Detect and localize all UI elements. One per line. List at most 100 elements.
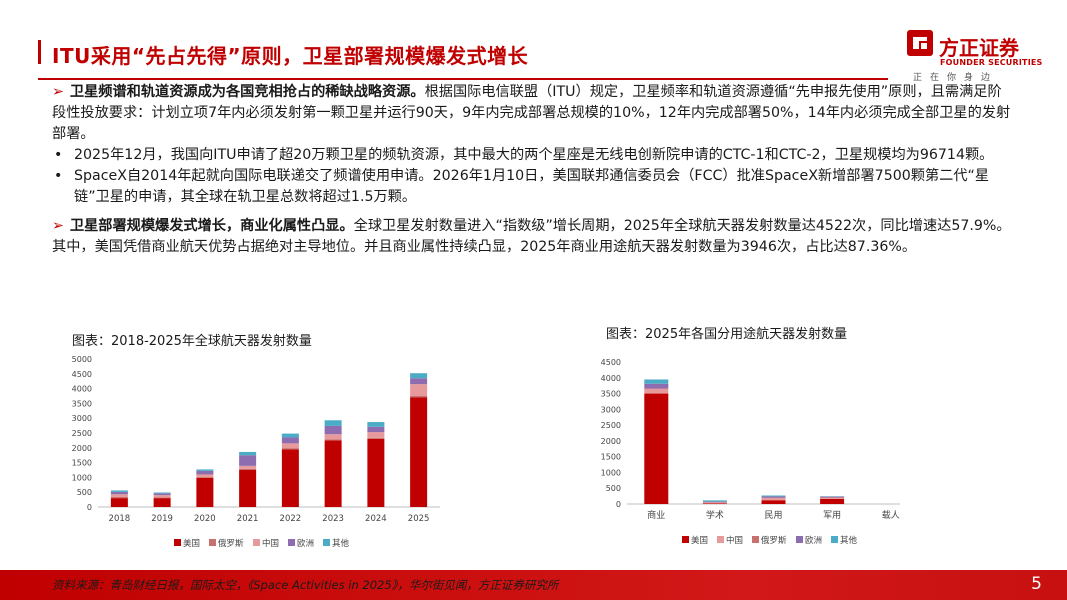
x-tick-label: 2023 — [322, 514, 344, 524]
legend-label: 其他 — [840, 535, 858, 546]
paragraph-2-text: 全球卫星发射数量进入“指数级”增长周期，2025年全球航天器发射数量达4522次… — [52, 218, 1011, 255]
x-tick-label: 2024 — [365, 514, 387, 524]
bar-segment — [324, 425, 342, 435]
page-number: 5 — [1031, 574, 1042, 594]
legend-swatch — [253, 539, 260, 546]
bar-segment — [410, 384, 428, 396]
bar-segment — [702, 503, 727, 504]
x-tick-label: 2022 — [280, 514, 302, 524]
footer-bar: 资料来源：青岛财经日报，国际太空，《Space Activities in 20… — [0, 570, 1067, 600]
y-tick-label: 500 — [606, 484, 621, 493]
bar-segment — [110, 494, 128, 497]
arrow-bullet-icon: ➢ — [52, 218, 64, 234]
bar-segment — [281, 433, 299, 438]
bar-segment — [110, 490, 128, 492]
x-tick-label: 2018 — [109, 514, 131, 524]
y-tick-label: 4500 — [601, 358, 621, 367]
bullet-dot-icon: • — [54, 168, 63, 184]
bar-segment — [761, 496, 786, 498]
title-bar: ITU采用“先占先得”原则，卫星部署规模爆发式增长 — [0, 0, 1067, 80]
bar-segment — [820, 496, 845, 498]
y-tick-label: 4000 — [72, 385, 92, 394]
y-tick-label: 2500 — [72, 429, 92, 438]
logo-mark-icon — [907, 30, 933, 56]
y-tick-label: 1000 — [72, 473, 92, 482]
legend-swatch — [174, 539, 181, 546]
x-tick-label: 商业 — [647, 509, 665, 521]
bar-segment — [196, 474, 214, 478]
bar-segment — [324, 434, 342, 440]
bar-segment — [196, 477, 214, 478]
chart-1-title: 图表：2018-2025年全球航天器发射数量 — [72, 334, 312, 349]
bar-segment — [281, 448, 299, 450]
legend-swatch — [288, 539, 295, 546]
bar-segment — [324, 440, 342, 507]
bar-segment — [239, 455, 257, 466]
bar-segment — [702, 500, 727, 502]
legend-label: 其他 — [332, 538, 350, 549]
x-tick-label: 2019 — [151, 514, 173, 524]
title-accent — [38, 40, 41, 64]
bar-segment — [324, 439, 342, 441]
bar-segment — [239, 465, 257, 469]
x-tick-label: 载人 — [882, 509, 900, 521]
bar-segment — [761, 495, 786, 497]
bullet-dot-icon: • — [54, 147, 63, 163]
y-tick-label: 3000 — [601, 405, 621, 414]
bar-segment — [281, 443, 299, 449]
bar-segment — [196, 477, 214, 507]
paragraph-1-text: 根据国际电信联盟（ITU）规定，卫星频率和轨道资源遵循“先申报先使用”原则，且需… — [52, 84, 1011, 142]
bar-segment — [153, 492, 171, 494]
bar-segment — [644, 393, 669, 504]
bar-segment — [702, 501, 727, 503]
legend-swatch — [831, 536, 838, 543]
bar-segment — [820, 498, 845, 499]
chart-launches-by-purpose: 0 500 1000 1500 2000 2500 3000 3500 4000 4500 商业 学术… — [601, 358, 900, 546]
y-tick-label: 500 — [77, 488, 92, 497]
legend-label: 中国 — [262, 538, 279, 549]
logo-english-name: FOUNDER SECURITIES — [940, 58, 1043, 67]
bar-segment — [110, 496, 128, 499]
bar-segment — [110, 491, 128, 495]
bar-segment — [110, 498, 128, 507]
bar-segment — [644, 383, 669, 389]
bar-segment — [153, 498, 171, 507]
y-tick-label: 2500 — [601, 421, 621, 430]
bar-segment — [367, 438, 385, 507]
y-tick-label: 1000 — [601, 468, 621, 477]
bullet-item-1-text: 2025年12月，我国向ITU申请了超20万颗卫星的频轨资源，其中最大的两个星座… — [74, 147, 994, 163]
paragraph-1-lead: 卫星频谱和轨道资源成为各国竞相抢占的稀缺战略资源。 — [69, 84, 425, 100]
bar-segment — [153, 495, 171, 498]
y-tick-label: 0 — [87, 503, 92, 512]
paragraph-2-lead: 卫星部署规模爆发式增长，商业化属性凸显。 — [69, 218, 354, 234]
bar-segment — [702, 502, 727, 504]
bar-segment — [324, 420, 342, 426]
legend-swatch — [752, 536, 759, 543]
legend-label: 俄罗斯 — [761, 535, 787, 546]
bar-segment — [761, 498, 786, 501]
footer-source: 资料来源：青岛财经日报，国际太空，《Space Activities in 20… — [52, 578, 559, 592]
slide-title: ITU采用“先占先得”原则，卫星部署规模爆发式增长 — [52, 44, 529, 68]
bar-segment — [410, 378, 428, 385]
bullet-item-2-text: SpaceX自2014年起就向国际电联递交了频谱使用申请。2026年1月10日，… — [74, 168, 990, 205]
y-tick-label: 1500 — [72, 459, 92, 468]
bar-segment — [367, 422, 385, 427]
legend-swatch — [323, 539, 330, 546]
bar-segment — [410, 397, 428, 507]
y-tick-label: 1500 — [601, 453, 621, 462]
x-tick-label: 2025 — [408, 514, 430, 524]
logo-slogan: 正在你身边 — [913, 73, 999, 83]
bar-segment — [239, 470, 257, 507]
title-rule — [38, 78, 888, 80]
x-tick-label: 民用 — [764, 510, 782, 521]
bullet-item-2: • SpaceX自2014年起就向国际电联递交了频谱使用申请。2026年1月10日… — [52, 166, 1012, 208]
y-tick-label: 4500 — [72, 370, 92, 379]
bar-segment — [820, 497, 845, 499]
bar-segment — [820, 498, 845, 504]
chart-annual-launches: 0 500 1000 1500 2000 2500 3000 3500 4000 4500 5000… — [72, 355, 440, 549]
bar-segment — [281, 437, 299, 444]
legend-label: 美国 — [183, 538, 200, 549]
bar-segment — [410, 373, 428, 379]
legend-label: 欧洲 — [805, 535, 822, 546]
bar-segment — [196, 469, 214, 471]
